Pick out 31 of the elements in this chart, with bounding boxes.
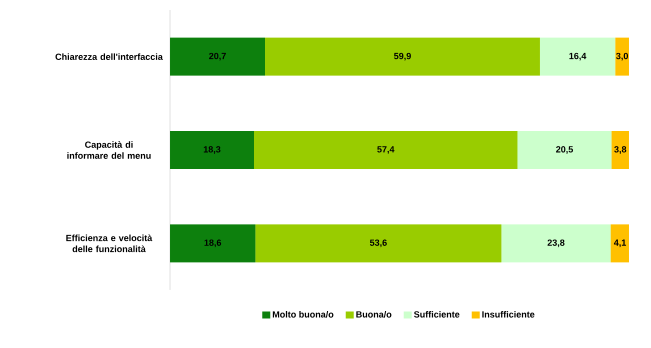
data-label: 20,5: [556, 146, 574, 154]
legend-label: Molto buona/o: [272, 310, 334, 318]
data-label: 57,4: [377, 146, 394, 154]
data-label: 59,9: [394, 52, 411, 61]
y-tick-label: Efficienza e velocità delle funzionalità: [66, 234, 152, 252]
bar: [170, 224, 256, 262]
bar: [517, 130, 612, 169]
y-tick-label: Capacità di informare del menu: [67, 141, 151, 159]
bar: [254, 130, 518, 169]
bar: [612, 130, 629, 169]
bar: [615, 38, 629, 76]
bar: [255, 224, 502, 262]
bar: [540, 38, 616, 76]
bar: [265, 38, 540, 76]
bar: [170, 130, 254, 169]
legend-label: Insufficiente: [482, 310, 534, 318]
bar: [170, 38, 266, 76]
data-label: 3,8: [614, 146, 626, 154]
bar: [501, 224, 611, 262]
data-label: 4,1: [614, 240, 626, 248]
legend-label: Buona/o: [356, 310, 392, 318]
data-label: 18,6: [204, 239, 222, 248]
bar: [610, 224, 629, 262]
legend-label: Sufficiente: [414, 310, 460, 318]
data-label: 20,7: [209, 52, 226, 61]
data-label: 53,6: [370, 239, 387, 248]
data-label: 23,8: [548, 239, 564, 248]
data-label: 3,0: [616, 52, 628, 61]
y-tick-label: Chiarezza dell'interfaccia: [56, 53, 163, 60]
data-label: 16,4: [569, 52, 586, 61]
data-label: 18,3: [204, 146, 220, 154]
